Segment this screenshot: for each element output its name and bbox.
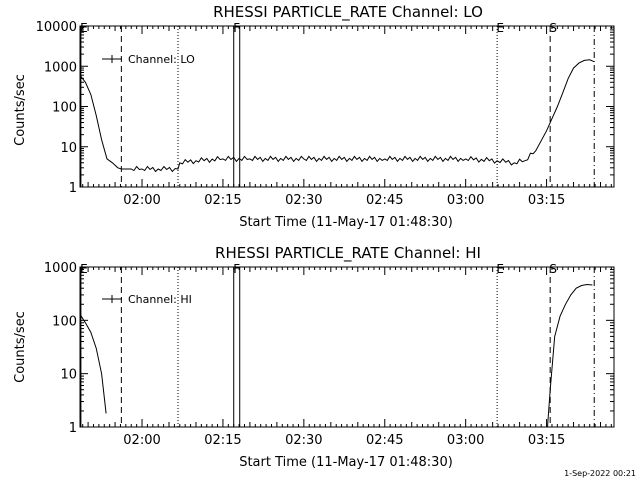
- lo-y-tick-label: 100: [52, 101, 77, 116]
- hi-x-tick-label: 03:00: [447, 433, 484, 448]
- hi-event-marker-label: F: [233, 262, 240, 276]
- hi-x-tick-label: 03:15: [528, 433, 565, 448]
- hi-x-tick-label: 02:15: [204, 433, 241, 448]
- lo-x-tick-label: 03:00: [447, 193, 484, 208]
- hi-y-tick-label: 10: [60, 368, 77, 383]
- hi-event-marker-label: E: [496, 262, 504, 276]
- lo-event-marker-label: E: [80, 21, 88, 35]
- hi-event-marker-label: E: [80, 262, 88, 276]
- lo-channel-panel: RHESSI PARTICLE_RATE Channel: LO Counts/…: [13, 3, 615, 230]
- hi-rate-series-line: [79, 283, 593, 428]
- lo-chart-title: RHESSI PARTICLE_RATE Channel: LO: [213, 3, 483, 22]
- hi-x-axis-label: Start Time (11-May-17 01:48:30): [239, 455, 453, 470]
- lo-x-tick-label: 02:30: [285, 193, 322, 208]
- hi-y-tick-label: 1: [69, 421, 77, 436]
- lo-x-tick-label: 02:00: [123, 193, 160, 208]
- lo-legend-label: Channel: LO: [128, 53, 195, 66]
- lo-y-tick-label: 1: [69, 181, 77, 196]
- hi-y-tick-label: 1000: [44, 261, 77, 276]
- hi-chart-title: RHESSI PARTICLE_RATE Channel: HI: [215, 244, 481, 263]
- hi-x-tick-label: 02:45: [366, 433, 403, 448]
- lo-rate-series-line: [79, 59, 595, 173]
- hi-x-tick-label: 02:00: [123, 433, 160, 448]
- lo-x-tick-label: 02:45: [366, 193, 403, 208]
- lo-x-axis-label: Start Time (11-May-17 01:48:30): [239, 215, 453, 230]
- lo-event-marker-label: E: [496, 21, 504, 35]
- lo-y-tick-label: 10: [60, 141, 77, 156]
- lo-y-tick-label: 1000: [44, 60, 77, 75]
- hi-legend-label: Channel: HI: [128, 293, 192, 306]
- lo-event-marker-label: S: [549, 21, 557, 35]
- hi-channel-panel: RHESSI PARTICLE_RATE Channel: HI Counts/…: [13, 244, 615, 470]
- lo-y-tick-label: 10000: [36, 20, 77, 35]
- lo-y-axis-label: Counts/sec: [13, 74, 28, 146]
- hi-y-axis-label: Counts/sec: [13, 311, 28, 383]
- lo-x-tick-label: 02:15: [204, 193, 241, 208]
- hi-event-marker-label: S: [549, 262, 557, 276]
- footer-timestamp: 1-Sep-2022 00:21: [564, 469, 636, 478]
- lo-event-marker-label: F: [233, 21, 240, 35]
- lo-x-tick-label: 03:15: [528, 193, 565, 208]
- hi-y-tick-label: 100: [52, 314, 77, 329]
- hi-x-tick-label: 02:30: [285, 433, 322, 448]
